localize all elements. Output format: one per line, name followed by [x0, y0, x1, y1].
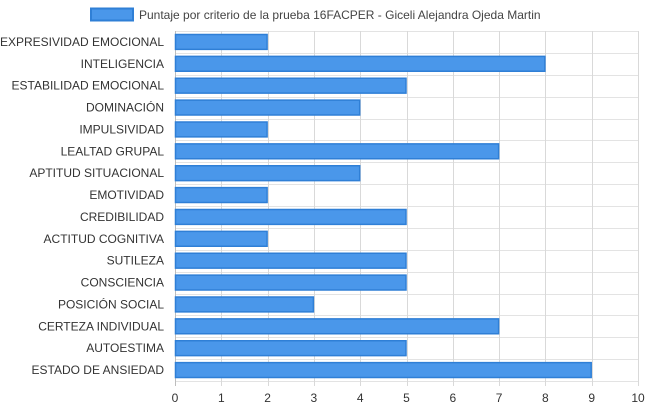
- x-tick-label: 10: [631, 391, 645, 405]
- x-tick-label: 4: [357, 391, 364, 405]
- x-tick-label: 2: [264, 391, 271, 405]
- bar[interactable]: [174, 318, 500, 335]
- bar[interactable]: [174, 252, 407, 269]
- bar[interactable]: [174, 340, 407, 357]
- category-label: POSICIÓN SOCIAL: [58, 296, 164, 311]
- bar[interactable]: [174, 296, 315, 313]
- bar[interactable]: [174, 274, 407, 291]
- category-label: EXPRESIVIDAD EMOCIONAL: [0, 35, 164, 49]
- x-tick-label: 1: [218, 391, 225, 405]
- bar[interactable]: [174, 77, 407, 94]
- category-label: ESTABILIDAD EMOCIONAL: [12, 79, 165, 93]
- legend-swatch: [90, 7, 134, 22]
- x-axis-ticks: 0 1 2 3 4 5 6 7 8 9 10: [172, 391, 645, 405]
- legend[interactable]: Puntaje por criterio de la prueba 16FACP…: [90, 7, 541, 22]
- category-label: AUTOESTIMA: [86, 341, 164, 355]
- x-tick-label: 9: [588, 391, 595, 405]
- x-tick-label: 6: [449, 391, 456, 405]
- bar[interactable]: [174, 361, 592, 379]
- bar[interactable]: [174, 99, 361, 116]
- x-tick-label: 7: [496, 391, 503, 405]
- x-tick-label: 0: [172, 391, 179, 405]
- bar[interactable]: [174, 121, 268, 138]
- bar[interactable]: [174, 186, 268, 204]
- bar[interactable]: [174, 165, 361, 182]
- bars: [174, 33, 592, 379]
- x-tick-label: 5: [403, 391, 410, 405]
- bar[interactable]: [174, 208, 407, 226]
- category-label: CONSCIENCIA: [81, 276, 164, 290]
- bar[interactable]: [174, 55, 546, 72]
- bar[interactable]: [174, 230, 268, 247]
- category-label: INTELIGENCIA: [81, 57, 164, 71]
- category-label: CREDIBILIDAD: [80, 210, 164, 224]
- bar[interactable]: [174, 33, 268, 51]
- category-label: SUTILEZA: [107, 254, 164, 268]
- category-labels: EXPRESIVIDAD EMOCIONAL INTELIGENCIA ESTABI…: [0, 35, 164, 377]
- x-tick-label: 3: [311, 391, 318, 405]
- category-label: EMOTIVIDAD: [89, 188, 164, 202]
- category-label: ACTITUD COGNITIVA: [44, 232, 164, 246]
- bar[interactable]: [174, 143, 500, 160]
- category-label: DOMINACIÓN: [86, 100, 164, 115]
- x-tick-label: 8: [542, 391, 549, 405]
- legend-label: Puntaje por criterio de la prueba 16FACP…: [139, 8, 541, 22]
- category-label: LEALTAD GRUPAL: [61, 144, 165, 158]
- category-label: CERTEZA INDIVIDUAL: [38, 319, 164, 333]
- category-label: ESTADO DE ANSIEDAD: [32, 363, 165, 377]
- category-label: IMPULSIVIDAD: [79, 122, 164, 136]
- category-label: APTITUD SITUACIONAL: [29, 166, 164, 180]
